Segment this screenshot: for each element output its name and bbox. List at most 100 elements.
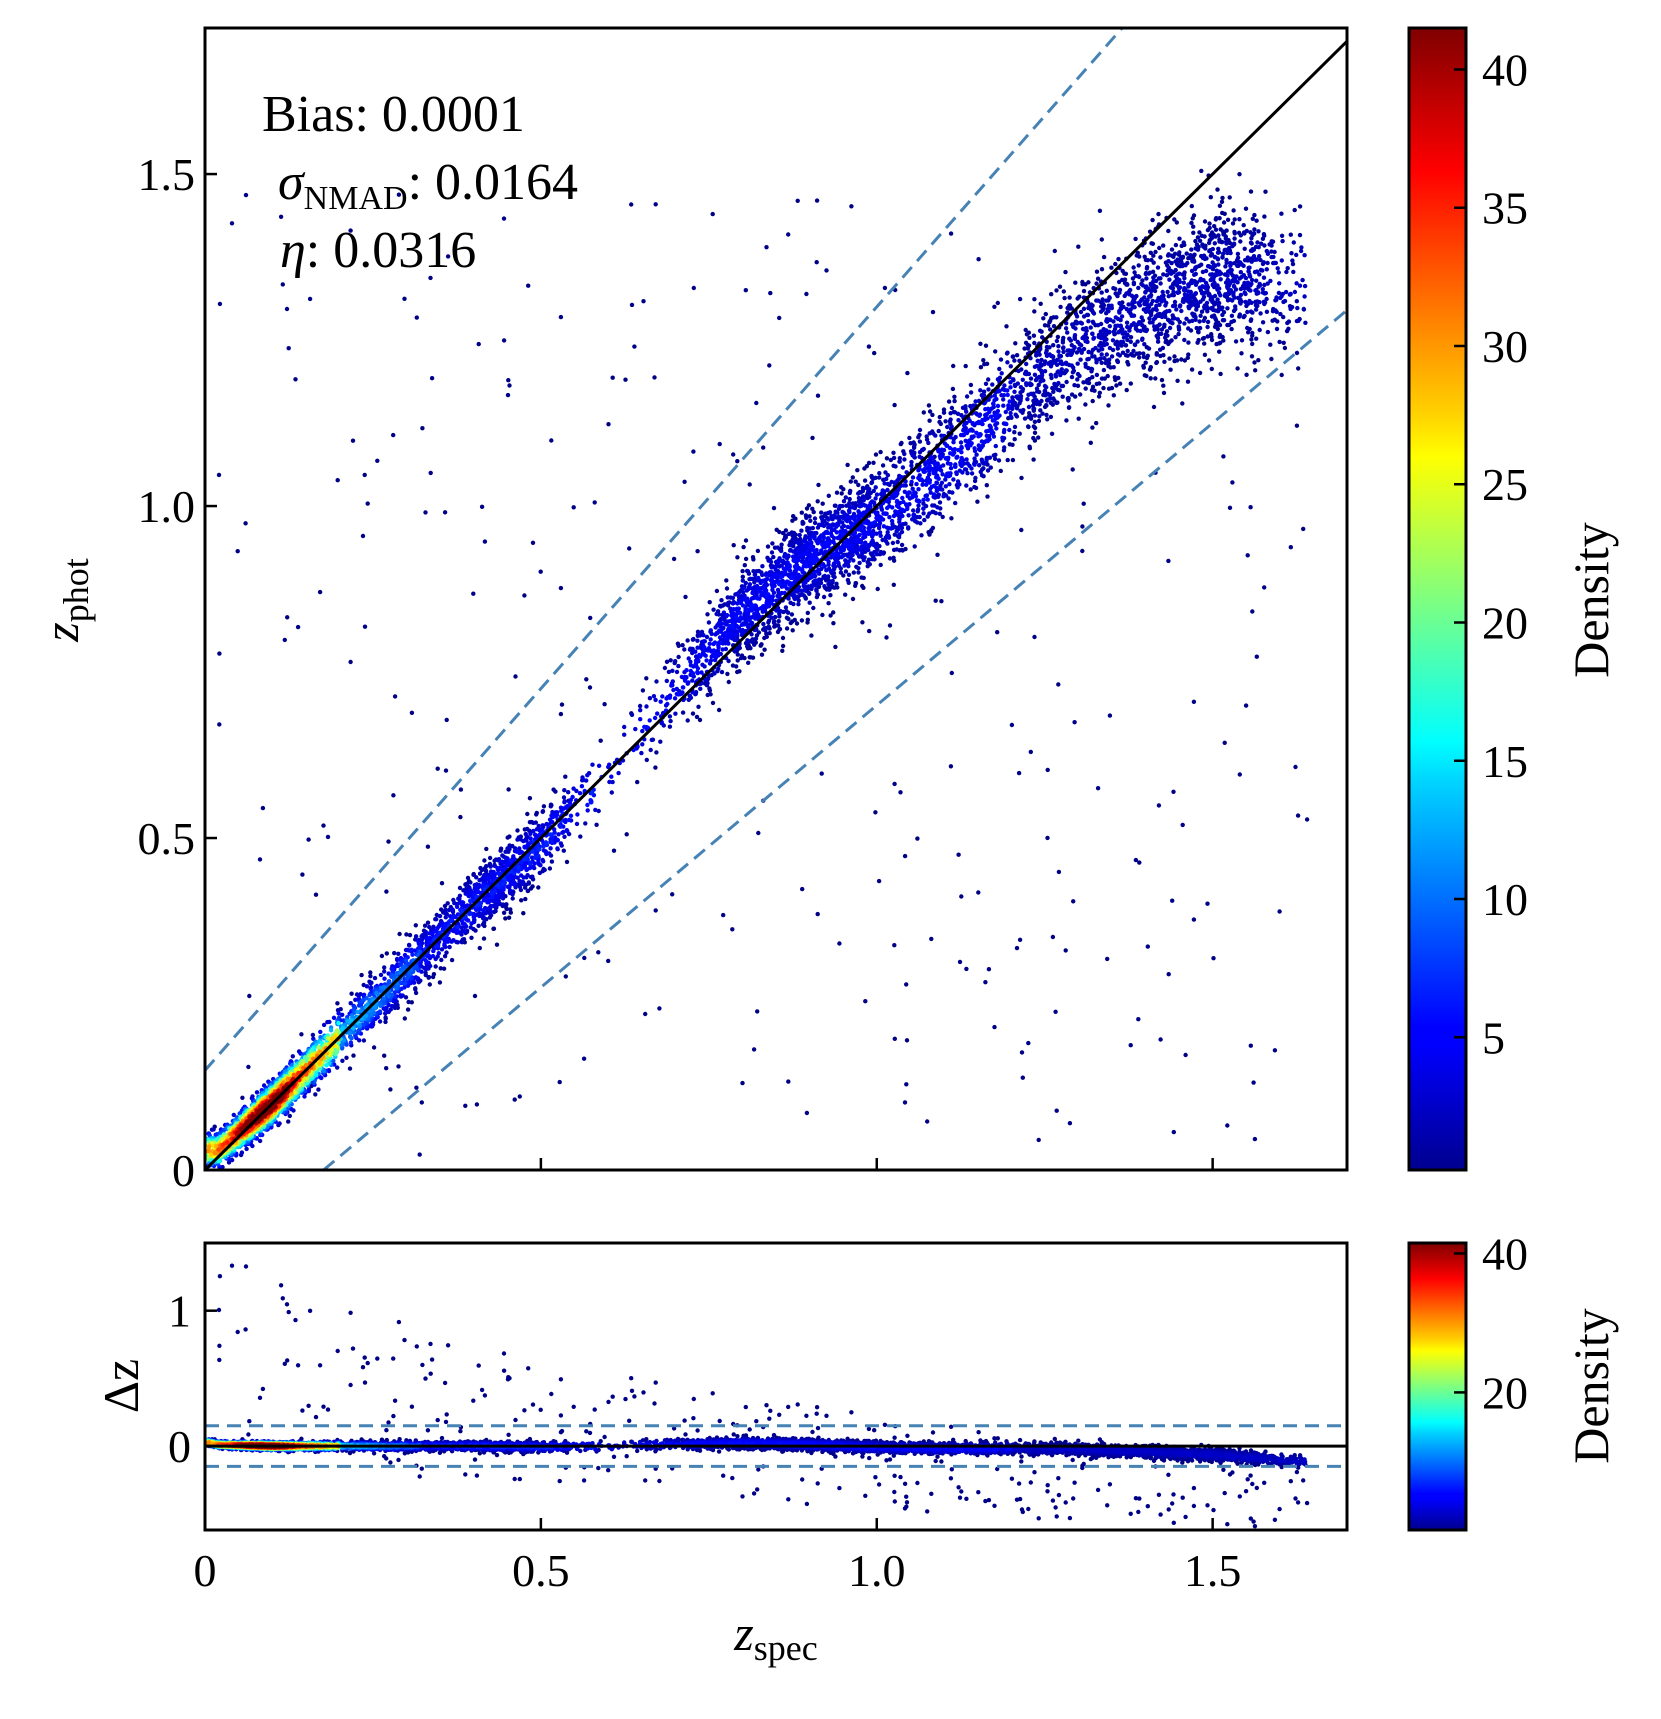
data-point: [1086, 349, 1092, 355]
data-point: [835, 510, 840, 515]
data-point: [1078, 309, 1084, 315]
data-point: [1215, 287, 1220, 292]
data-point: [1149, 288, 1154, 294]
data-point: [216, 472, 222, 478]
data-point: [1193, 238, 1198, 244]
data-point: [1096, 332, 1102, 338]
data-point: [773, 614, 778, 620]
data-point: [1023, 327, 1028, 333]
data-point: [920, 482, 925, 487]
data-point: [406, 999, 411, 1005]
data-point: [1294, 252, 1299, 258]
data-point: [1048, 360, 1053, 365]
data-point: [1174, 220, 1180, 225]
data-point: [327, 1019, 332, 1025]
data-point: [1209, 332, 1214, 337]
data-point: [377, 1019, 383, 1024]
data-point: [1104, 298, 1109, 303]
data-point: [507, 383, 512, 388]
data-point: [1052, 248, 1058, 254]
data-point: [1274, 295, 1279, 300]
data-point: [1104, 332, 1109, 337]
data-point: [1181, 272, 1187, 278]
data-point: [564, 859, 570, 865]
data-point: [596, 763, 602, 768]
data-point: [1175, 290, 1181, 295]
data-point: [452, 900, 457, 906]
data-point: [947, 482, 952, 487]
data-point: [849, 505, 855, 510]
data-point: [832, 556, 838, 561]
data-point: [1275, 319, 1280, 324]
data-point: [1282, 298, 1288, 304]
data-point: [474, 1102, 480, 1107]
data-point: [898, 441, 903, 447]
data-point: [832, 574, 837, 580]
data-point: [1202, 352, 1208, 357]
data-point: [382, 965, 387, 970]
data-point: [927, 409, 933, 414]
data-point: [1300, 277, 1305, 283]
data-point: [1042, 369, 1048, 374]
data-point: [402, 1016, 407, 1021]
data-point: [725, 603, 731, 608]
data-point: [360, 533, 366, 539]
data-point: [507, 888, 513, 893]
data-point: [691, 449, 696, 454]
data-point: [965, 471, 970, 476]
data-point: [1003, 409, 1008, 415]
data-point: [1199, 168, 1204, 174]
data-point: [1018, 390, 1023, 395]
data-point: [964, 966, 969, 972]
data-point: [1011, 377, 1016, 382]
data-point: [867, 628, 872, 634]
data-point: [1166, 228, 1171, 234]
data-point: [814, 538, 819, 544]
data-point: [821, 594, 827, 600]
data-point: [888, 457, 893, 463]
data-point: [1034, 376, 1040, 381]
data-point: [772, 619, 777, 624]
data-point: [391, 432, 396, 438]
data-point: [1001, 393, 1007, 398]
data-point: [1282, 345, 1288, 351]
data-point: [1254, 278, 1259, 283]
data-point: [1232, 236, 1237, 241]
data-point: [1068, 338, 1074, 343]
data-point: [1158, 276, 1163, 281]
data-point: [991, 434, 997, 439]
data-point: [1067, 1121, 1073, 1126]
data-point: [874, 531, 879, 536]
data-point: [1238, 270, 1244, 275]
data-point: [468, 925, 473, 930]
data-point: [1125, 348, 1130, 354]
data-point: [1124, 387, 1129, 393]
data-point: [1094, 281, 1099, 286]
data-point: [1010, 442, 1015, 447]
data-point: [831, 621, 836, 626]
data-point: [847, 518, 852, 523]
data-point: [814, 260, 819, 265]
data-point: [967, 418, 972, 424]
data-point: [521, 838, 526, 844]
data-point: [382, 1053, 387, 1058]
data-point: [652, 375, 657, 380]
data-point: [423, 932, 428, 937]
data-point: [331, 1015, 337, 1020]
data-point: [860, 620, 865, 625]
data-point: [1260, 287, 1266, 292]
data-point: [1180, 263, 1185, 269]
data-point: [445, 901, 450, 906]
data-point: [1229, 319, 1234, 325]
data-point: [549, 438, 554, 443]
data-point: [1301, 306, 1307, 312]
data-point: [371, 1045, 377, 1050]
data-point: [1042, 388, 1048, 394]
data-point: [1179, 308, 1184, 314]
data-point: [909, 479, 914, 485]
data-point: [361, 1038, 367, 1043]
data-point: [1299, 245, 1304, 250]
data-point: [921, 511, 926, 516]
data-point: [704, 634, 710, 640]
